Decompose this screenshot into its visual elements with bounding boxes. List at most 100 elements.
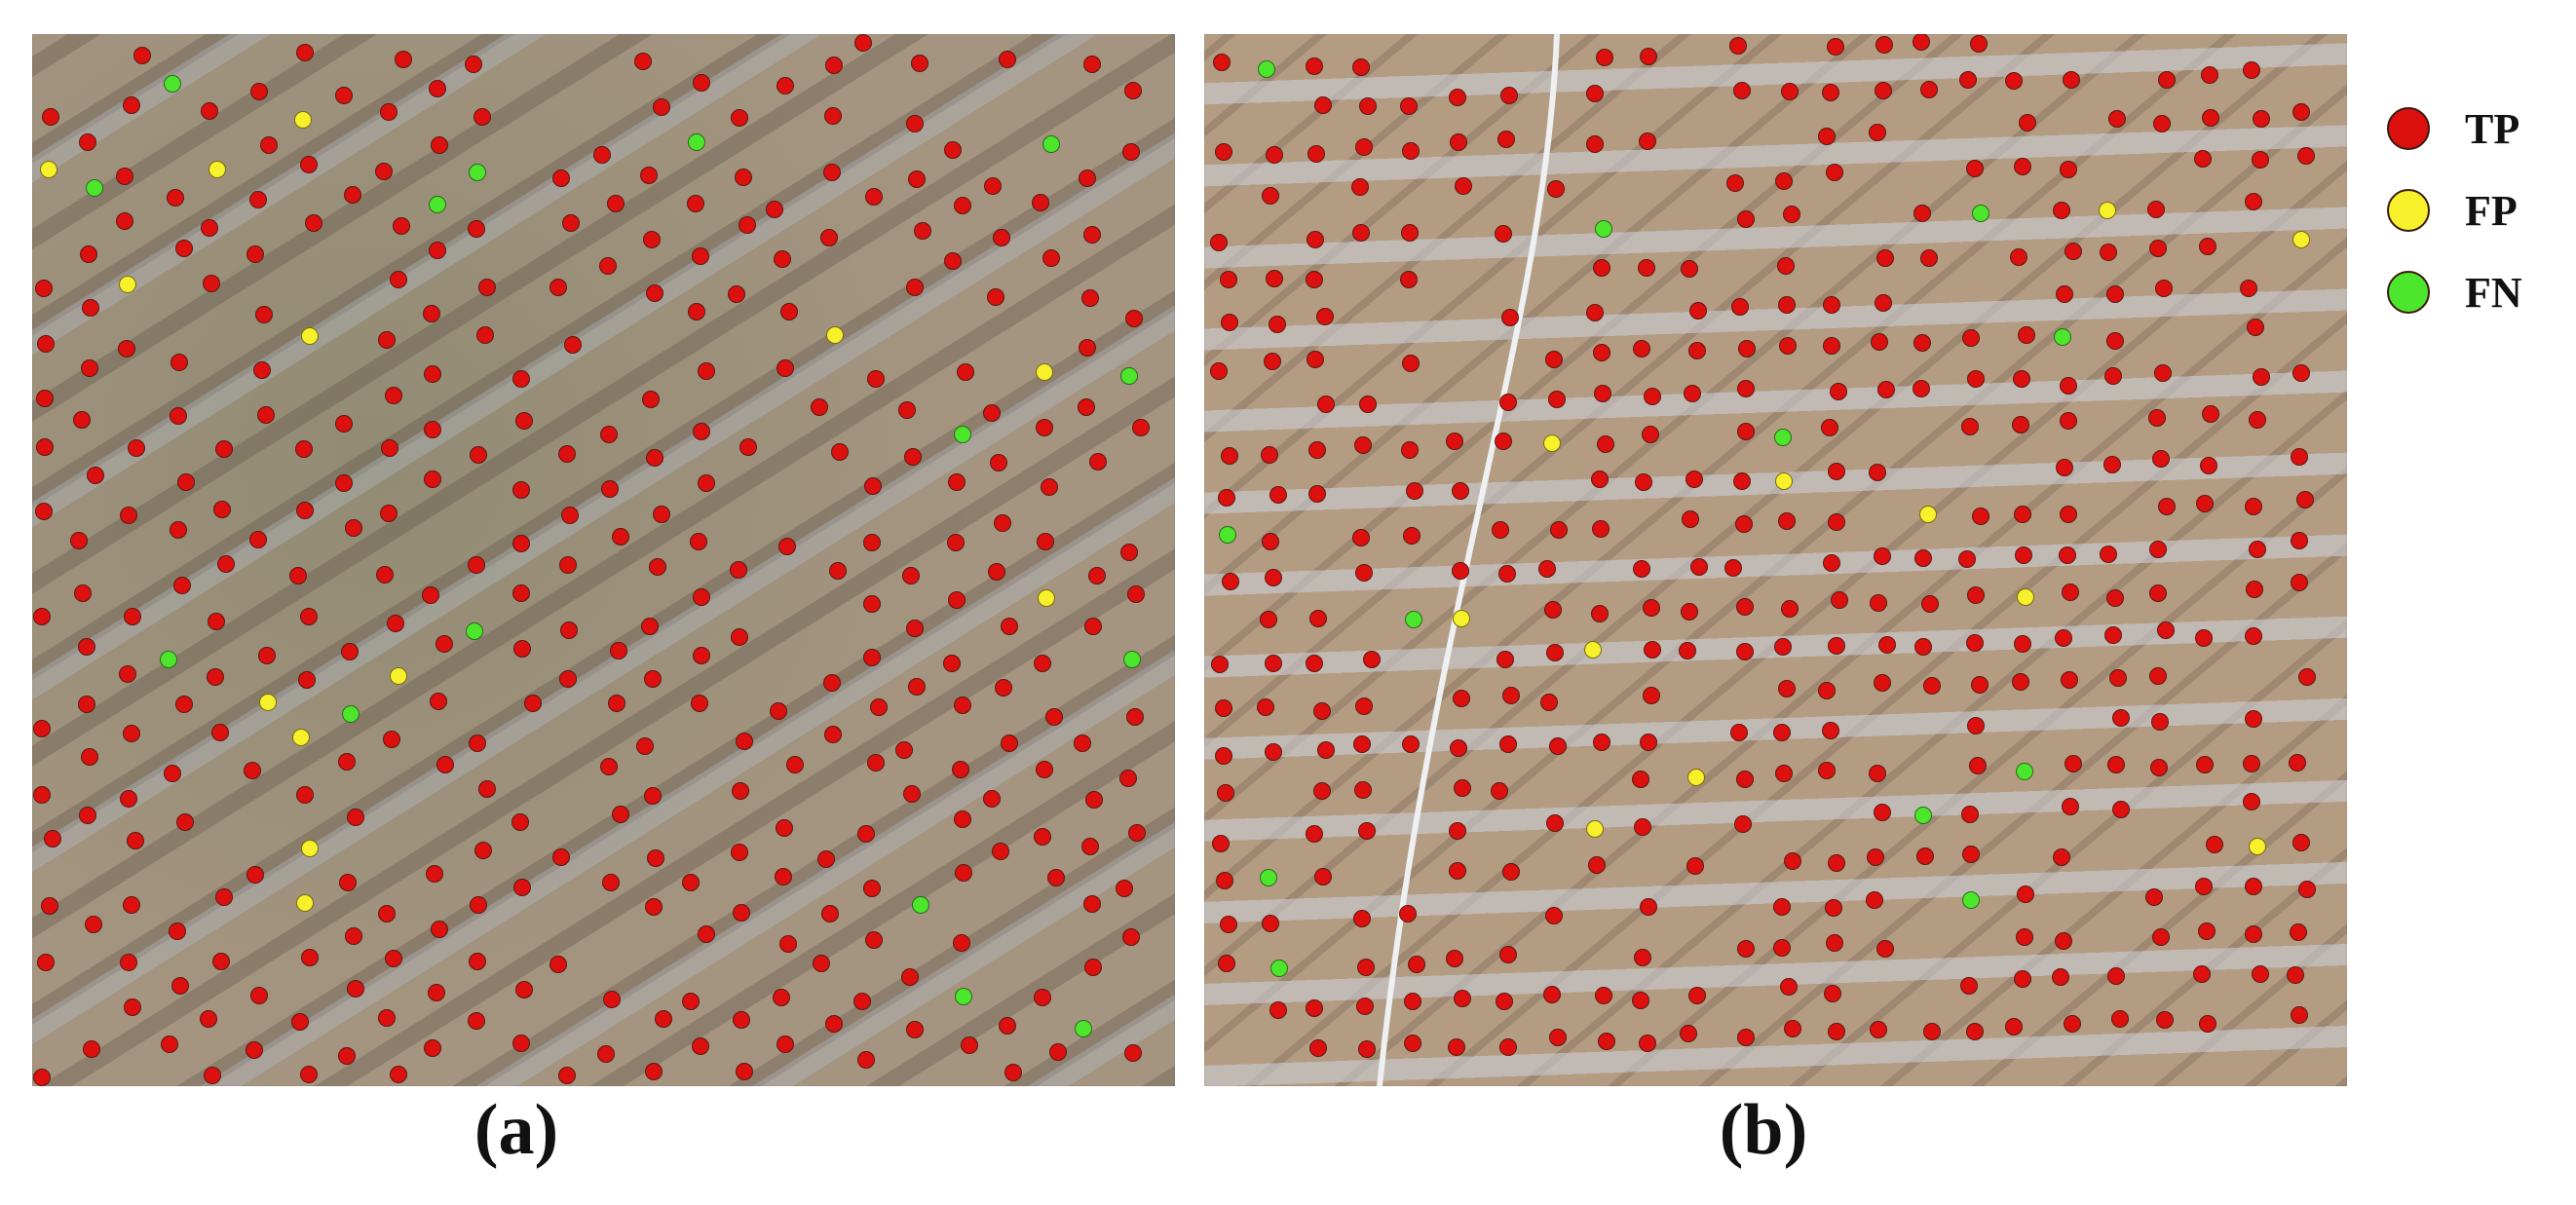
tp-marker	[953, 697, 971, 715]
tp-marker	[123, 725, 141, 743]
tp-marker	[161, 1035, 179, 1053]
tp-marker	[998, 1016, 1016, 1035]
fp-marker	[293, 110, 312, 129]
tp-marker	[1261, 446, 1279, 465]
fn-marker	[912, 896, 930, 915]
tp-marker	[335, 86, 354, 104]
tp-marker	[305, 214, 323, 233]
tp-marker	[1643, 686, 1661, 704]
tp-marker	[295, 786, 314, 805]
tp-marker	[1449, 738, 1467, 757]
tp-marker	[511, 481, 530, 500]
tp-marker	[211, 953, 230, 971]
tp-marker	[1128, 823, 1147, 842]
tp-marker	[2150, 758, 2169, 776]
tp-marker	[1876, 939, 1895, 958]
fp-marker	[208, 160, 226, 178]
tp-marker	[1959, 976, 1978, 995]
tp-marker	[1269, 316, 1287, 334]
tp-marker	[1737, 422, 1756, 440]
tp-marker	[1403, 992, 1421, 1010]
tp-marker	[2052, 968, 2070, 987]
tp-marker	[1643, 388, 1661, 406]
tp-marker	[1446, 433, 1464, 451]
tp-marker	[2194, 628, 2213, 647]
fp-marker	[1586, 819, 1605, 838]
tp-marker	[785, 755, 804, 773]
tp-marker	[549, 279, 567, 297]
tp-marker	[2110, 1009, 2129, 1028]
tp-marker	[2297, 668, 2316, 687]
tp-marker	[173, 576, 192, 594]
tp-marker	[344, 518, 362, 537]
tp-marker	[2198, 238, 2216, 256]
tp-marker	[1869, 464, 1887, 482]
tp-marker	[2055, 459, 2073, 477]
fn-marker	[469, 164, 487, 182]
tp-marker	[427, 983, 445, 1001]
tp-marker	[1737, 209, 1756, 228]
fn-marker	[163, 74, 181, 93]
tp-marker	[424, 470, 442, 488]
tp-marker	[1121, 142, 1140, 161]
tp-marker	[1637, 258, 1655, 277]
tp-marker	[1781, 599, 1799, 618]
tp-marker	[377, 1008, 396, 1027]
tp-marker	[1354, 697, 1373, 716]
tp-marker	[1596, 435, 1614, 454]
tp-marker	[1962, 845, 1981, 863]
tp-marker	[2063, 70, 2081, 89]
tp-marker	[634, 53, 653, 71]
tp-marker	[1220, 313, 1238, 331]
tp-marker	[1643, 598, 1661, 617]
tp-marker	[903, 447, 922, 466]
tp-marker	[344, 186, 362, 205]
tp-marker	[170, 407, 188, 426]
tp-marker	[81, 747, 99, 766]
tp-marker	[513, 879, 532, 897]
tp-marker	[2251, 965, 2269, 984]
tp-marker	[911, 54, 929, 72]
tp-marker	[1632, 560, 1650, 579]
tp-marker	[1269, 485, 1288, 504]
tp-marker	[1875, 35, 1894, 54]
tp-marker	[2111, 709, 2130, 728]
tp-marker	[477, 779, 496, 798]
tp-marker	[901, 967, 920, 986]
tp-marker	[1643, 641, 1661, 659]
tp-marker	[1638, 1035, 1656, 1053]
tp-marker	[1593, 385, 1611, 403]
tp-marker	[551, 169, 570, 187]
tp-marker	[1265, 145, 1283, 164]
tp-marker	[681, 992, 700, 1010]
tp-marker	[947, 533, 966, 551]
tp-marker	[1966, 633, 1985, 652]
tp-marker	[1400, 441, 1419, 460]
tp-marker	[171, 976, 190, 995]
tp-marker	[2014, 505, 2032, 523]
tp-marker	[772, 988, 790, 1006]
tp-marker	[907, 677, 926, 696]
tp-marker	[1818, 682, 1837, 700]
tp-marker	[697, 361, 715, 380]
tp-marker	[1000, 618, 1018, 636]
tp-marker	[952, 934, 970, 953]
tp-marker	[1729, 723, 1748, 741]
tp-marker	[436, 756, 455, 774]
tp-marker	[1351, 528, 1370, 546]
tp-marker	[598, 257, 617, 276]
tp-marker	[1777, 296, 1796, 315]
tp-marker	[1261, 915, 1279, 933]
fp-marker	[2248, 838, 2266, 856]
tp-marker	[384, 949, 402, 967]
tp-marker	[1922, 676, 1941, 695]
tp-marker	[1734, 815, 1753, 834]
tp-marker	[1823, 553, 1841, 572]
tp-marker	[689, 533, 707, 551]
tp-marker	[644, 898, 663, 917]
tp-marker	[1210, 234, 1229, 252]
tp-marker	[2149, 239, 2168, 257]
tp-marker	[1537, 559, 1556, 578]
tp-marker	[1450, 132, 1468, 151]
tp-marker	[1823, 984, 1841, 1002]
